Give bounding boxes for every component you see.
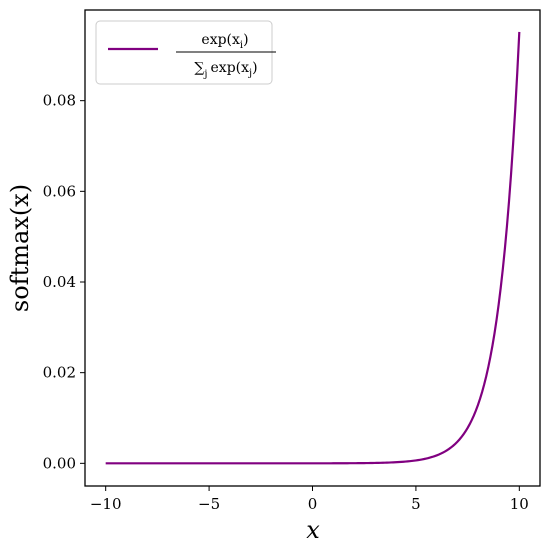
legend-denominator: ∑j exp(xj) <box>194 60 257 80</box>
x-tick-label: 5 <box>411 495 421 513</box>
y-axis-ticks: 0.00 0.02 0.04 0.06 0.08 <box>43 92 85 472</box>
x-axis-label: x <box>306 516 320 544</box>
y-axis-label: softmax(x) <box>6 184 34 312</box>
x-tick-label: 0 <box>308 495 318 513</box>
y-tick-label: 0.00 <box>43 454 76 472</box>
legend: exp(xi) ∑j exp(xj) <box>95 20 276 85</box>
y-tick-label: 0.04 <box>43 273 76 291</box>
legend-numerator: exp(xi) <box>201 32 248 51</box>
y-tick-label: 0.06 <box>43 182 76 200</box>
softmax-curve-line <box>105 31 521 465</box>
y-tick-label: 0.02 <box>43 364 76 382</box>
y-tick-label: 0.08 <box>43 92 76 110</box>
x-tick-label: −10 <box>90 495 122 513</box>
x-tick-label: −5 <box>198 495 220 513</box>
x-tick-label: 10 <box>510 495 529 513</box>
x-axis-ticks: −10 −5 0 5 10 <box>90 486 529 513</box>
plot-area <box>84 9 541 487</box>
